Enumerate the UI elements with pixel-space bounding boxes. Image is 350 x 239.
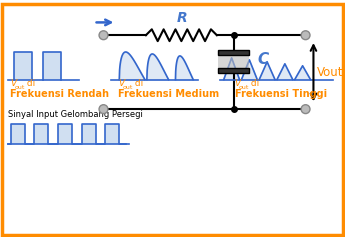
Polygon shape [295,66,310,80]
Circle shape [99,31,108,40]
Text: R: R [177,11,188,25]
Text: V: V [10,79,16,88]
Text: C: C [257,52,268,67]
Bar [218,55,250,68]
Circle shape [99,105,108,114]
Text: Frekuensi Rendah: Frekuensi Rendah [10,89,109,99]
Text: out: out [239,85,250,90]
Text: Vout: Vout [317,66,344,79]
Text: di: di [132,79,143,88]
Text: di: di [248,79,260,88]
Bar [218,50,250,55]
Text: Sinyal Input Gelombang Persegi: Sinyal Input Gelombang Persegi [8,110,143,119]
Bar [14,52,32,80]
Text: V: V [234,79,241,88]
Polygon shape [277,64,293,80]
Circle shape [301,31,310,40]
Polygon shape [241,60,257,80]
Bar [43,52,61,80]
Polygon shape [224,58,239,80]
Circle shape [301,105,310,114]
Text: out: out [123,85,133,90]
Text: Frekuensi Tinggi: Frekuensi Tinggi [234,89,327,99]
Text: di: di [24,79,35,88]
Bar [218,68,250,73]
Bar [35,124,48,144]
Polygon shape [259,62,275,80]
Text: V: V [118,79,124,88]
Bar [105,124,119,144]
Bar [11,124,24,144]
Text: Frekuensi Medium: Frekuensi Medium [118,89,219,99]
Bar [82,124,96,144]
Text: out: out [14,85,25,90]
Bar [58,124,72,144]
